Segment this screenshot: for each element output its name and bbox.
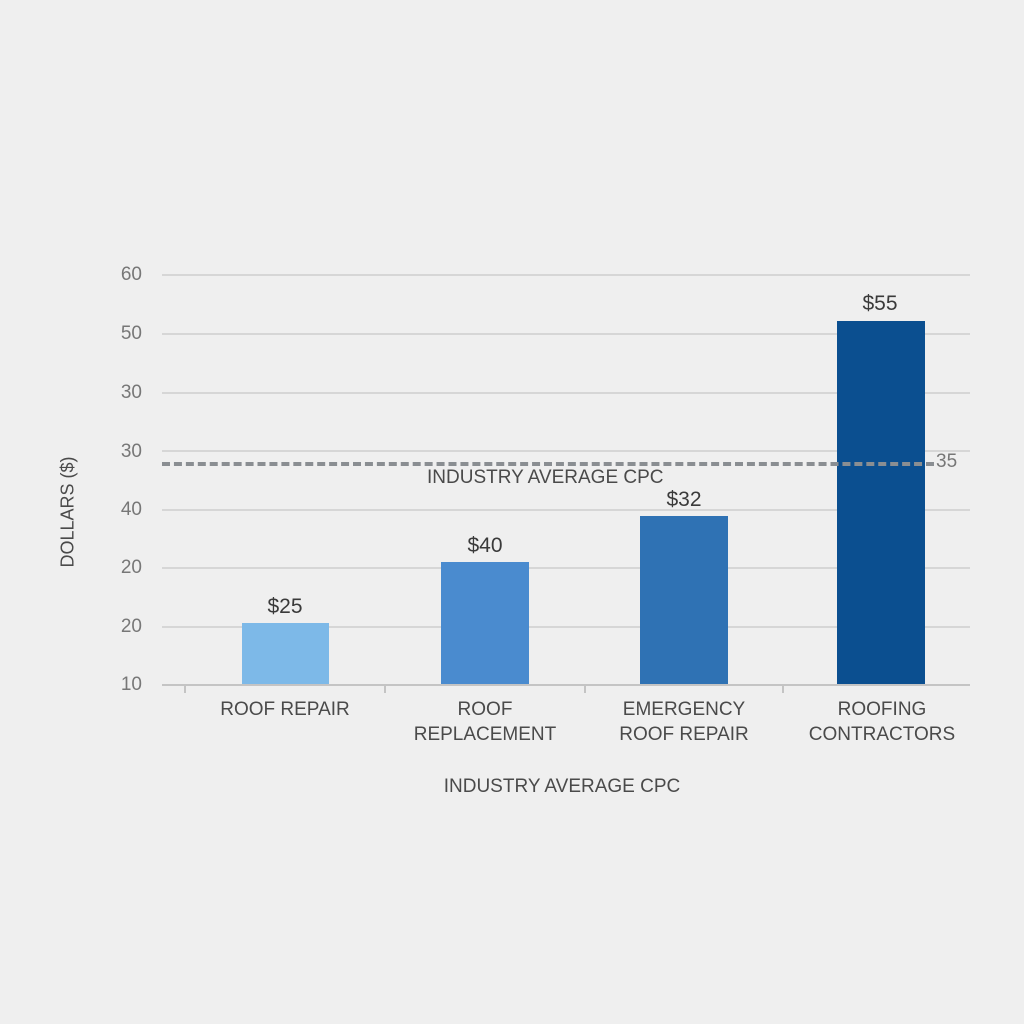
y-tick-label: 40 — [120, 499, 142, 520]
y-tick-label: 50 — [120, 323, 142, 344]
x-tick — [584, 684, 586, 693]
reference-line-label: INDUSTRY AVERAGE CPC — [427, 467, 664, 488]
gridline — [162, 392, 970, 394]
industry-average-line — [162, 462, 934, 466]
gridline — [162, 509, 970, 511]
y-tick-label: 20 — [120, 616, 142, 637]
x-tick — [782, 684, 784, 693]
bar-value-label: $32 — [666, 488, 702, 511]
gridline — [162, 333, 970, 335]
category-label: ROOFING CONTRACTORS — [808, 699, 956, 745]
bar-roof-repair — [242, 623, 329, 685]
y-tick-label: 60 — [120, 264, 142, 285]
bar-value-label: $55 — [862, 292, 898, 315]
category-label: EMERGENCY ROOF REPAIR — [619, 699, 749, 745]
x-axis-line — [162, 684, 970, 686]
y-axis-title: DOLLARS ($) — [57, 456, 78, 568]
bar-roof-replacement — [441, 562, 529, 685]
y-tick-label: 10 — [120, 674, 142, 695]
gridline — [162, 567, 970, 569]
gridline — [162, 450, 970, 452]
x-tick — [184, 684, 186, 693]
y-tick-label: 20 — [120, 557, 142, 578]
y-tick-label: 30 — [120, 441, 142, 462]
category-label: ROOF REPLACEMENT — [413, 699, 557, 745]
category-label: ROOF REPAIR — [220, 699, 350, 720]
bar-emergency-roof-repair — [640, 516, 728, 685]
x-axis-title: INDUSTRY AVERAGE CPC — [443, 776, 681, 797]
y-tick-label: 30 — [120, 382, 142, 403]
x-tick — [384, 684, 386, 693]
bar-roofing-contractors — [837, 321, 925, 685]
reference-line-value: 35 — [936, 451, 958, 472]
bar-value-label: $25 — [267, 595, 303, 618]
gridline — [162, 626, 970, 628]
bar-value-label: $40 — [467, 534, 503, 557]
gridline — [162, 274, 970, 276]
